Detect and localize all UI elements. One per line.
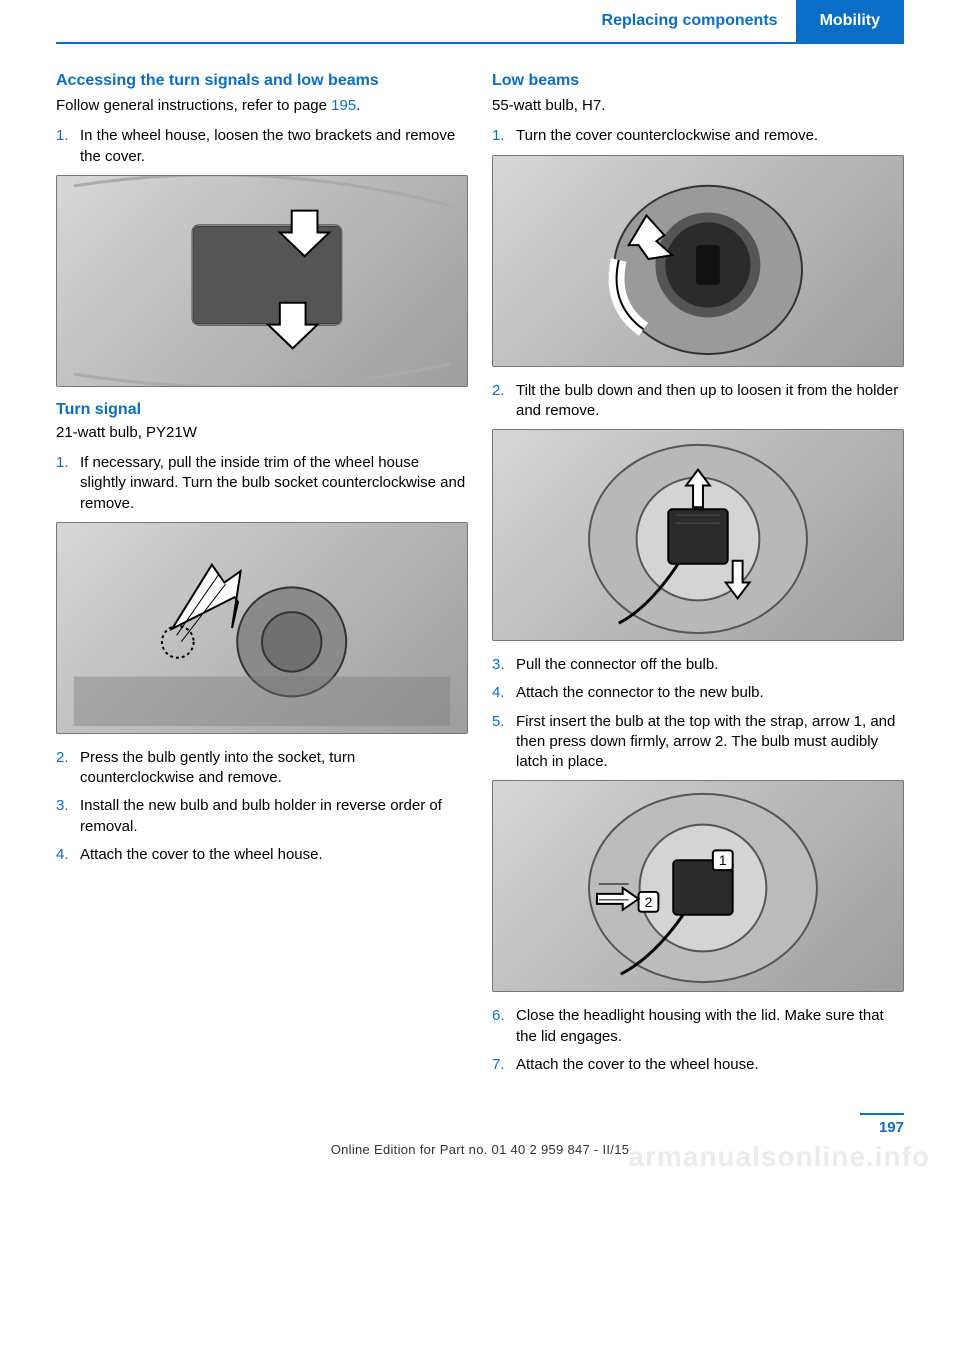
step-text: Pull the connector off the bulb. <box>516 655 904 675</box>
chapter-badge: Mobility <box>796 0 904 42</box>
figure-wheel-house-cover <box>56 175 468 387</box>
step-text: First insert the bulb at the top with th… <box>516 712 904 773</box>
step-number: 2. <box>492 381 516 422</box>
page-link-195[interactable]: 195 <box>331 97 356 114</box>
turn-spec: 21-watt bulb, PY21W <box>56 423 468 443</box>
left-column: Accessing the turn signals and low beams… <box>56 72 468 1083</box>
turn-steps-2: 2. Press the bulb gently into the socket… <box>56 748 468 865</box>
step-number: 4. <box>56 845 80 865</box>
low-steps-4: 6. Close the headlight housing with the … <box>492 1006 904 1075</box>
page-body: Accessing the turn signals and low beams… <box>0 72 960 1083</box>
step-text: Close the headlight housing with the lid… <box>516 1006 904 1047</box>
step-number: 3. <box>56 796 80 837</box>
low-steps-2: 2. Tilt the bulb down and then up to loo… <box>492 381 904 422</box>
list-item: 4. Attach the cover to the wheel house. <box>56 845 468 865</box>
list-item: 2. Press the bulb gently into the socket… <box>56 748 468 789</box>
list-item: 7. Attach the cover to the wheel house. <box>492 1055 904 1075</box>
step-text: Attach the cover to the wheel house. <box>80 845 468 865</box>
page-footer: 197 Online Edition for Part no. 01 40 2 … <box>0 1113 960 1177</box>
step-number: 6. <box>492 1006 516 1047</box>
heading-low-beams: Low beams <box>492 72 904 90</box>
step-number: 2. <box>56 748 80 789</box>
list-item: 2. Tilt the bulb down and then up to loo… <box>492 381 904 422</box>
step-text: If necessary, pull the inside trim of th… <box>80 453 468 514</box>
breadcrumb: Replacing components <box>584 0 796 42</box>
figure-low-beam-tilt <box>492 429 904 641</box>
list-item: 5. First insert the bulb at the top with… <box>492 712 904 773</box>
access-steps: 1. In the wheel house, loosen the two br… <box>56 126 468 167</box>
intro-b: . <box>356 97 360 114</box>
figure-low-beam-cover <box>492 155 904 367</box>
figure-low-beam-insert: 1 2 <box>492 780 904 992</box>
step-number: 7. <box>492 1055 516 1075</box>
callout-1: 1 <box>719 852 727 868</box>
step-text: Turn the cover counterclockwise and remo… <box>516 126 904 146</box>
right-column: Low beams 55-watt bulb, H7. 1. Turn the … <box>492 72 904 1083</box>
step-number: 4. <box>492 683 516 703</box>
step-number: 1. <box>492 126 516 146</box>
low-steps-1: 1. Turn the cover counterclockwise and r… <box>492 126 904 146</box>
list-item: 1. Turn the cover counterclockwise and r… <box>492 126 904 146</box>
intro-text: Follow general instructions, refer to pa… <box>56 96 468 116</box>
step-number: 1. <box>56 453 80 514</box>
list-item: 3. Pull the connector off the bulb. <box>492 655 904 675</box>
step-text: Tilt the bulb down and then up to loosen… <box>516 381 904 422</box>
callout-2: 2 <box>645 894 653 910</box>
step-text: Attach the connector to the new bulb. <box>516 683 904 703</box>
step-number: 1. <box>56 126 80 167</box>
turn-steps-1: 1. If necessary, pull the inside trim of… <box>56 453 468 514</box>
low-steps-3: 3. Pull the connector off the bulb. 4. A… <box>492 655 904 772</box>
list-item: 3. Install the new bulb and bulb holder … <box>56 796 468 837</box>
step-number: 5. <box>492 712 516 773</box>
step-text: Install the new bulb and bulb holder in … <box>80 796 468 837</box>
step-number: 3. <box>492 655 516 675</box>
figure-turn-signal-socket <box>56 522 468 734</box>
intro-a: Follow general instructions, refer to pa… <box>56 97 331 114</box>
step-text: In the wheel house, loosen the two brack… <box>80 126 468 167</box>
list-item: 6. Close the headlight housing with the … <box>492 1006 904 1047</box>
heading-turn-signal: Turn signal <box>56 401 468 419</box>
step-text: Press the bulb gently into the socket, t… <box>80 748 468 789</box>
heading-access: Accessing the turn signals and low beams <box>56 72 468 90</box>
footer-edition-line: Online Edition for Part no. 01 40 2 959 … <box>56 1142 904 1157</box>
page-header: Replacing components Mobility <box>56 0 904 44</box>
step-text: Attach the cover to the wheel house. <box>516 1055 904 1075</box>
list-item: 4. Attach the connector to the new bulb. <box>492 683 904 703</box>
list-item: 1. If necessary, pull the inside trim of… <box>56 453 468 514</box>
low-spec: 55-watt bulb, H7. <box>492 96 904 116</box>
list-item: 1. In the wheel house, loosen the two br… <box>56 126 468 167</box>
page-number: 197 <box>860 1113 904 1136</box>
